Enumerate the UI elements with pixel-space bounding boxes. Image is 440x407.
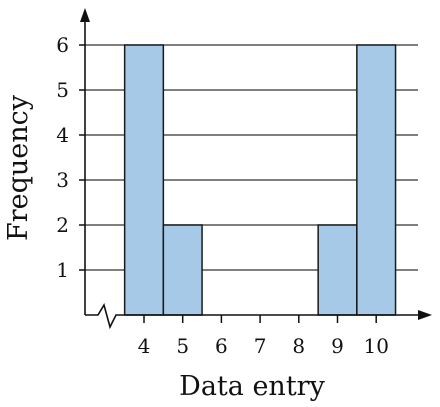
x-tick-label: 6 [215, 334, 228, 358]
y-tick-label: 1 [56, 258, 69, 282]
y-tick-label: 2 [56, 213, 69, 237]
y-tick-label: 6 [56, 33, 69, 57]
y-tick-label: 5 [56, 78, 69, 102]
x-tick-label: 4 [138, 334, 151, 358]
x-axis-arrow [418, 310, 432, 320]
bar-9 [317, 224, 358, 316]
tick-labels: 1 2 3 4 5 6 4 5 6 7 8 9 10 [56, 33, 389, 358]
x-tick-label: 8 [292, 334, 305, 358]
x-tick-label: 5 [176, 334, 189, 358]
bar-10 [356, 44, 397, 316]
y-tick-label: 4 [56, 123, 69, 147]
x-axis-line [85, 302, 422, 330]
y-axis-arrow [80, 8, 90, 22]
x-axis-title: Data entry [179, 371, 325, 402]
bar-4 [123, 44, 165, 316]
y-axis-title: Frequency [3, 94, 34, 241]
bar-5 [162, 224, 203, 316]
x-tick-label: 7 [254, 334, 267, 358]
axes [79, 8, 432, 330]
y-tick-label: 3 [56, 168, 69, 192]
x-tick-label: 9 [331, 334, 344, 358]
x-tick-label: 10 [363, 334, 388, 358]
bars [123, 44, 397, 316]
